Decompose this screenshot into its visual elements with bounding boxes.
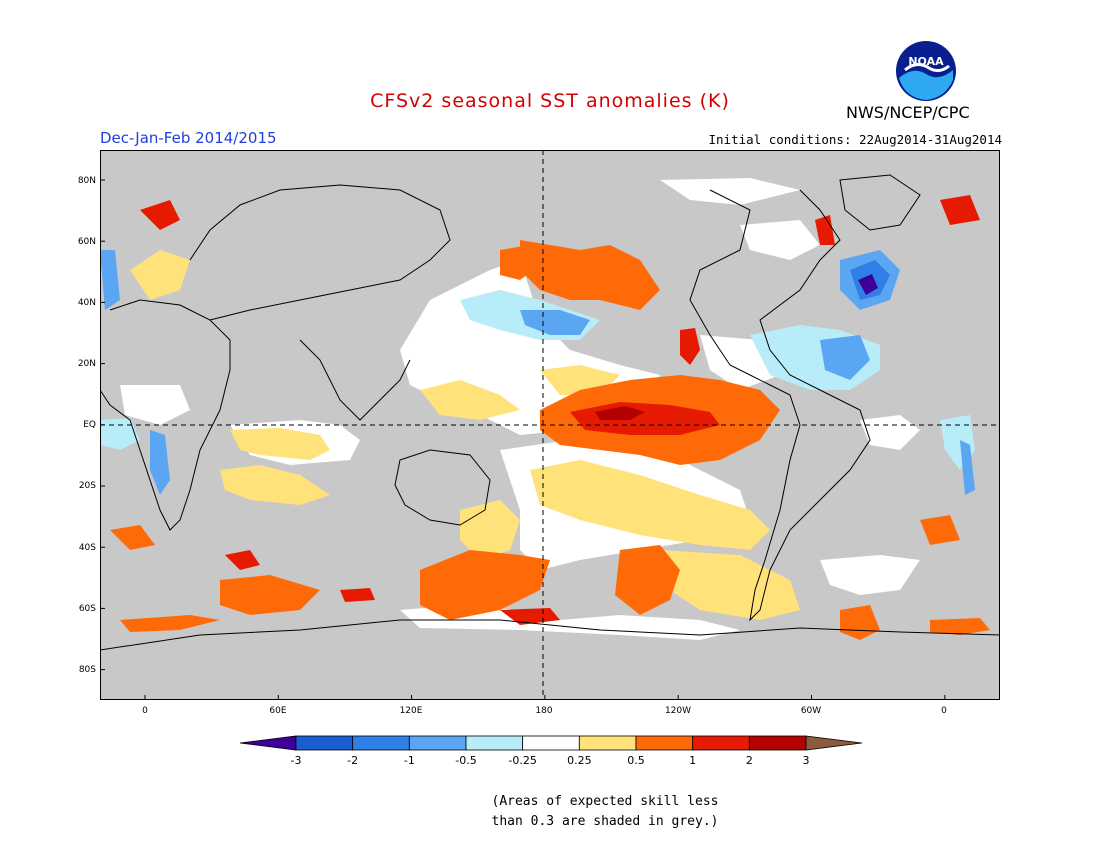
sst-anomaly-map — [100, 150, 1000, 700]
colorbar: -3 -2 -1 -0.5 -0.25 0.25 0.5 1 2 3 — [240, 735, 862, 767]
agency-label: NWS/NCEP/CPC — [846, 103, 970, 122]
colorbar-box — [692, 735, 750, 751]
coastlines — [100, 174, 1000, 651]
colorbar-box — [352, 735, 410, 751]
noaa-logo-icon: NOAA — [896, 41, 956, 101]
lon-label: 0 — [941, 706, 947, 716]
colorbar-tick-label: 0.5 — [627, 754, 645, 767]
lat-label: 40N — [77, 298, 96, 308]
weak-warm-regions — [130, 250, 800, 620]
lon-label: 120W — [664, 706, 692, 716]
colorbar-tick-label: -2 — [347, 754, 358, 767]
colorbar-tick-label: -0.25 — [508, 754, 536, 767]
colorbar-min-triangle — [240, 735, 297, 751]
chart-title: CFSv2 seasonal SST anomalies (K) — [370, 90, 730, 112]
lat-label: 20N — [77, 359, 96, 369]
lon-label: 0 — [142, 706, 148, 716]
lat-label: 60N — [77, 237, 96, 247]
moderate-cool-regions — [100, 250, 975, 495]
lon-label: 60E — [269, 706, 287, 716]
colorbar-tick-label: 0.25 — [567, 754, 592, 767]
colorbar-tick-label: 2 — [746, 754, 753, 767]
colorbar-box — [578, 735, 637, 751]
lat-label: 60S — [78, 604, 96, 614]
lon-label: 180 — [535, 706, 553, 716]
very-strong-warm-regions — [595, 406, 645, 420]
colorbar-tick-label: 3 — [803, 754, 810, 767]
colorbar-max-triangle — [805, 735, 862, 751]
initial-conditions-label: Initial conditions: 22Aug2014-31Aug2014 — [708, 132, 1003, 147]
colorbar-tick-label: -3 — [291, 754, 302, 767]
colorbar-tick-label: -0.5 — [455, 754, 476, 767]
footnote-line-2: than 0.3 are shaded in grey.) — [491, 814, 719, 829]
lat-label: 40S — [78, 543, 96, 553]
logo-text: NOAA — [908, 55, 944, 68]
skill-footnote: (Areas of expected skill less than 0.3 a… — [470, 792, 740, 832]
colorbar-box — [522, 735, 580, 751]
very-strong-cool-regions — [858, 274, 878, 295]
colorbar-box — [465, 735, 524, 751]
strong-warm-regions — [140, 195, 980, 625]
noaa-logo: NOAA — [895, 40, 957, 102]
season-label: Dec-Jan-Feb 2014/2015 — [100, 129, 277, 147]
colorbar-box — [408, 735, 467, 751]
lon-label: 120E — [399, 706, 423, 716]
colorbar-box — [635, 735, 694, 751]
colorbar-box — [295, 735, 354, 751]
lat-label: EQ — [83, 420, 96, 430]
lat-label: 80S — [78, 665, 96, 675]
footnote-line-1: (Areas of expected skill less — [491, 794, 719, 809]
colorbar-tick-label: -1 — [404, 754, 415, 767]
lon-label: 60W — [800, 706, 822, 716]
colorbar-box — [748, 735, 807, 751]
lat-label: 80N — [77, 176, 96, 186]
colorbar-tick-label: 1 — [689, 754, 696, 767]
map-ticks — [100, 179, 946, 700]
lat-label: 20S — [78, 481, 96, 491]
